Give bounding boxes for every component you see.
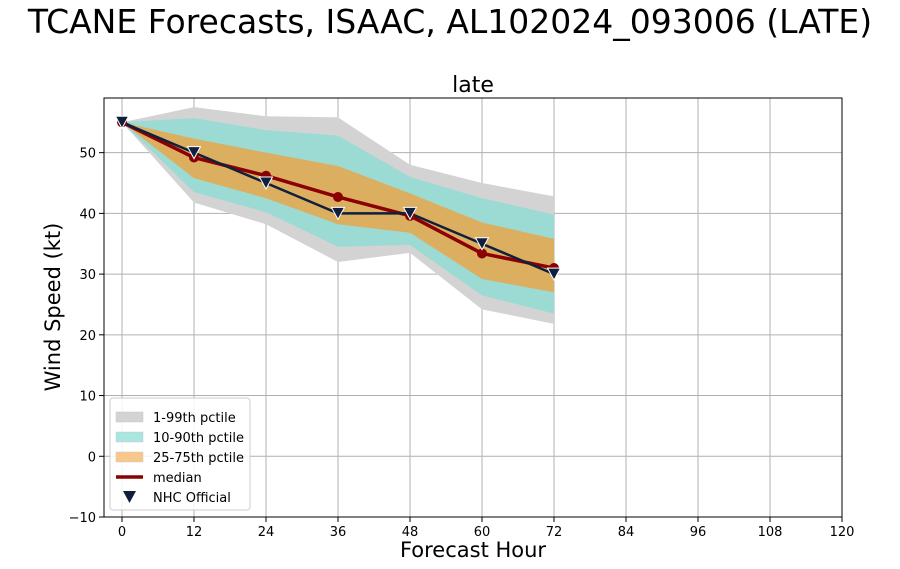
- legend-label: 25-75th pctile: [153, 451, 244, 466]
- y-tick-label: 50: [79, 147, 96, 162]
- median-point: [477, 248, 487, 259]
- nhc-official-point: [258, 176, 274, 191]
- nhc-official-point: [546, 267, 562, 282]
- legend-label: 10-90th pctile: [153, 431, 244, 446]
- x-tick-label: 96: [690, 525, 707, 540]
- x-tick-label: 108: [758, 525, 783, 540]
- axis-ticks: 0 12 24 36 48 60 72 84 96 108 120 −10 0 10 20 30 40 50: [69, 147, 855, 540]
- legend-swatch-1-99: [115, 411, 144, 423]
- legend-swatch-25-75: [115, 451, 144, 463]
- nhc-official-point: [474, 237, 490, 251]
- nhc-official-point: [330, 206, 346, 221]
- x-tick-label: 0: [118, 525, 126, 540]
- y-tick-label: 0: [88, 450, 96, 465]
- x-tick-label: 84: [618, 525, 635, 540]
- x-tick-label: 24: [258, 525, 275, 540]
- legend-label: median: [153, 471, 202, 486]
- y-tick-label: 40: [79, 207, 96, 222]
- legend-nhc-marker: [123, 491, 136, 503]
- x-tick-label: 36: [330, 525, 347, 540]
- axes-title: late: [452, 73, 494, 98]
- legend-box: [109, 397, 251, 511]
- x-tick-label: 60: [474, 525, 491, 540]
- legend-label: NHC Official: [153, 491, 231, 506]
- figure-title: TCANE Forecasts, ISAAC, AL102024_093006 …: [27, 2, 873, 41]
- y-tick-label: −10: [69, 511, 96, 526]
- y-axis-label: Wind Speed (kt): [41, 223, 65, 392]
- x-tick-label: 120: [830, 525, 855, 540]
- legend-swatch-10-90: [115, 431, 144, 443]
- plot-frame: [103, 97, 843, 518]
- x-tick-label: 72: [546, 525, 563, 540]
- x-tick-label: 12: [186, 525, 203, 540]
- legend-label: 1-99th pctile: [153, 411, 236, 426]
- series-markers: [114, 115, 562, 282]
- median-point: [333, 191, 343, 202]
- legend: 1-99th pctile 10-90th pctile 25-75th pctil…: [109, 397, 251, 511]
- nhc-official-point: [186, 146, 202, 160]
- nhc-official-point: [402, 206, 418, 221]
- x-axis-label: Forecast Hour: [400, 538, 546, 562]
- y-tick-label: 10: [79, 390, 96, 405]
- y-tick-label: 20: [79, 329, 96, 344]
- nhc-official-point: [114, 115, 130, 130]
- x-tick-label: 48: [402, 525, 419, 540]
- y-tick-label: 30: [79, 268, 96, 283]
